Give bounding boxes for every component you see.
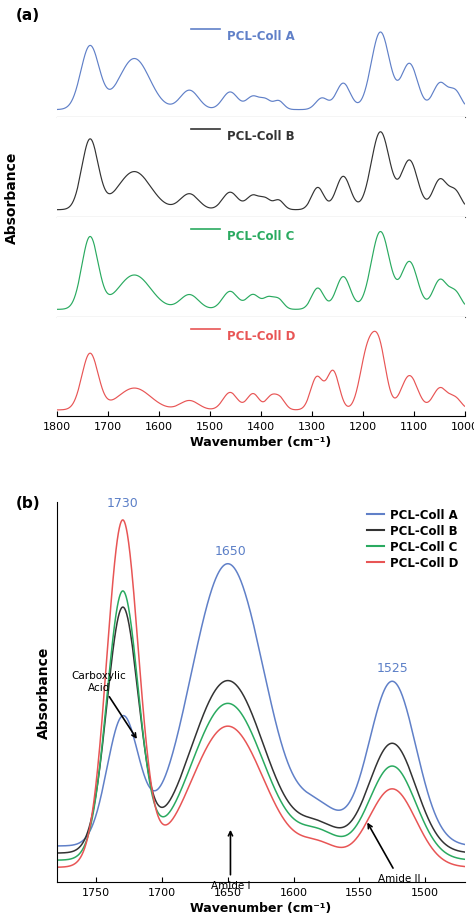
Line: PCL-Coll B: PCL-Coll B [44, 607, 465, 853]
PCL-Coll D [49, 862, 55, 873]
PCL-Coll C [301, 819, 306, 830]
PCL-Coll A [94, 806, 100, 817]
Text: (a): (a) [16, 8, 40, 23]
Text: Amide II: Amide II [368, 824, 420, 883]
PCL-Coll D [120, 515, 126, 526]
Line: PCL-Coll C: PCL-Coll C [44, 591, 465, 860]
PCL-Coll D [462, 861, 467, 872]
Text: PCL-Coll A: PCL-Coll A [227, 30, 294, 43]
Legend: PCL-Coll A, PCL-Coll B, PCL-Coll C, PCL-Coll D: PCL-Coll A, PCL-Coll B, PCL-Coll C, PCL-… [366, 508, 459, 569]
PCL-Coll C [120, 585, 126, 596]
Text: Carboxylic
Acid: Carboxylic Acid [72, 670, 136, 738]
Y-axis label: Absorbance: Absorbance [37, 646, 51, 739]
Line: PCL-Coll A: PCL-Coll A [44, 564, 465, 846]
PCL-Coll B [414, 783, 419, 794]
PCL-Coll D [282, 815, 288, 826]
Text: 1650: 1650 [215, 544, 246, 557]
Text: Amide I: Amide I [211, 832, 250, 891]
PCL-Coll C [94, 782, 100, 793]
Text: PCL-Coll C: PCL-Coll C [227, 230, 294, 243]
PCL-Coll B [94, 781, 100, 792]
Text: PCL-Coll B: PCL-Coll B [227, 130, 294, 143]
PCL-Coll B [120, 602, 126, 613]
PCL-Coll D [301, 831, 306, 842]
PCL-Coll C [282, 803, 288, 814]
PCL-Coll A [301, 784, 306, 795]
PCL-Coll C [414, 800, 419, 811]
PCL-Coll D [414, 816, 419, 827]
PCL-Coll D [389, 784, 394, 795]
Text: 1730: 1730 [107, 497, 138, 510]
PCL-Coll C [41, 855, 46, 866]
X-axis label: Wavenumber (cm⁻¹): Wavenumber (cm⁻¹) [190, 436, 331, 449]
Text: Absorbance: Absorbance [5, 152, 19, 244]
PCL-Coll B [301, 810, 306, 821]
PCL-Coll D [94, 767, 100, 778]
PCL-Coll B [389, 738, 394, 749]
X-axis label: Wavenumber (cm⁻¹): Wavenumber (cm⁻¹) [190, 902, 331, 914]
PCL-Coll B [49, 847, 55, 858]
Line: PCL-Coll D: PCL-Coll D [44, 520, 465, 868]
PCL-Coll B [282, 791, 288, 802]
PCL-Coll A [389, 676, 394, 687]
PCL-Coll A [49, 841, 55, 852]
PCL-Coll D [41, 862, 46, 873]
PCL-Coll B [462, 846, 467, 857]
PCL-Coll C [389, 761, 394, 772]
Text: PCL-Coll D: PCL-Coll D [227, 329, 295, 342]
Text: (b): (b) [16, 495, 41, 510]
PCL-Coll A [414, 743, 419, 754]
PCL-Coll A [225, 559, 231, 570]
PCL-Coll A [282, 749, 288, 760]
PCL-Coll A [41, 841, 46, 852]
PCL-Coll C [462, 854, 467, 865]
PCL-Coll A [462, 839, 467, 850]
PCL-Coll C [49, 855, 55, 866]
PCL-Coll B [41, 847, 46, 858]
Text: 1525: 1525 [376, 662, 408, 675]
